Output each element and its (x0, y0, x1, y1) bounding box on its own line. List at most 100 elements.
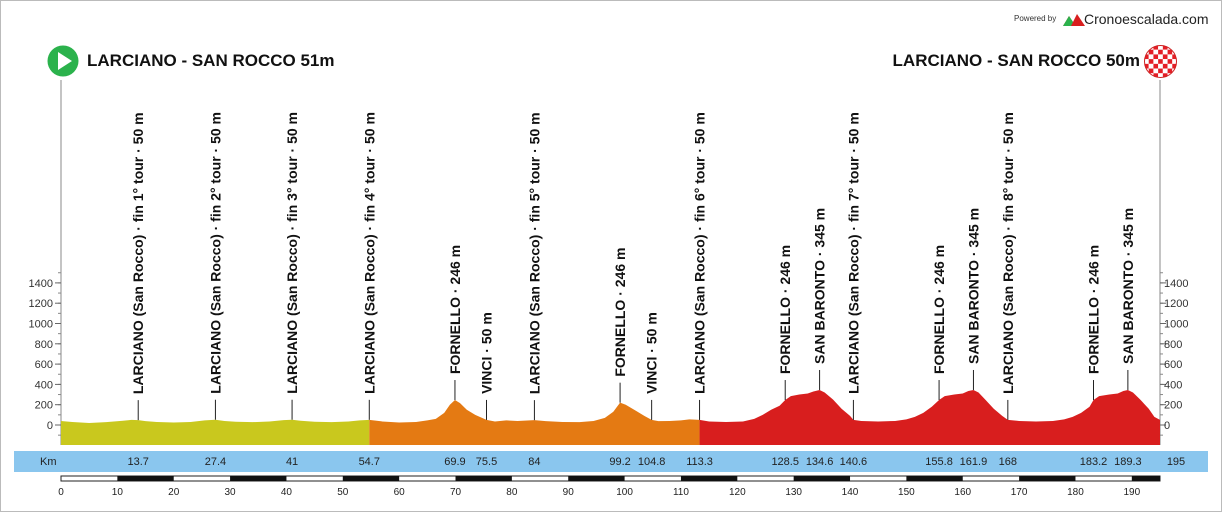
annotation-label: LARCIANO (San Rocco) · fin 8° tour · 50 … (1000, 112, 1016, 394)
checker-square (1162, 45, 1168, 50)
checker-square (1144, 59, 1149, 64)
y-tick-label-left: 1200 (29, 298, 53, 310)
profile-segment-3 (699, 389, 1160, 445)
y-tick-label-left: 1400 (29, 278, 53, 290)
brand-mountain-icon (1063, 14, 1085, 26)
checker-square (1148, 49, 1154, 55)
km-point-label: 195 (1167, 456, 1185, 468)
checker-square (1162, 54, 1168, 60)
km-point-label: 183.2 (1080, 456, 1108, 468)
y-tick-label-left: 200 (35, 400, 53, 412)
checker-square (1172, 54, 1177, 60)
km-point-label: 134.6 (806, 456, 834, 468)
checker-square (1167, 63, 1173, 69)
annotation-label: SAN BARONTO · 345 m (1120, 208, 1136, 364)
km-band-label: Km (40, 456, 57, 468)
checker-square (1172, 59, 1177, 64)
checker-square (1153, 49, 1159, 55)
annotation-label: FORNELLO · 246 m (1085, 245, 1101, 374)
checker-square (1162, 63, 1168, 69)
checker-square (1153, 63, 1159, 69)
scale-bar-block (793, 476, 851, 481)
checker-square (1153, 59, 1159, 64)
y-tick-label-right: 0 (1164, 420, 1170, 432)
km-point-label: 189.3 (1114, 456, 1142, 468)
scale-bar-block (342, 476, 400, 481)
x-tick-label: 120 (729, 487, 746, 498)
checker-square (1144, 73, 1149, 78)
y-tick-label-right: 400 (1164, 379, 1182, 391)
finish-title: LARCIANO - SAN ROCCO 50m (892, 51, 1140, 70)
brand-logo-text[interactable]: Cronoescalada.com (1084, 11, 1209, 27)
checker-square (1158, 59, 1163, 64)
x-tick-label: 130 (785, 487, 802, 498)
checker-square (1162, 49, 1168, 55)
x-tick-label: 80 (506, 487, 518, 498)
y-tick-label-left: 0 (47, 420, 53, 432)
y-tick-label-left: 400 (35, 379, 53, 391)
x-tick-label: 170 (1011, 487, 1028, 498)
y-tick-label-right: 600 (1164, 359, 1182, 371)
powered-by-label: Powered by (1014, 14, 1057, 23)
y-tick-label-right: 1200 (1164, 298, 1188, 310)
scale-bar-block (568, 476, 625, 481)
checker-square (1172, 45, 1177, 50)
annotation-label: FORNELLO · 246 m (777, 245, 793, 374)
km-point-label: 75.5 (476, 456, 497, 468)
x-tick-label: 40 (281, 487, 293, 498)
checker-square (1144, 45, 1149, 50)
km-point-label: 113.3 (686, 456, 713, 468)
km-band (14, 451, 1208, 472)
y-tick-label-left: 600 (35, 359, 53, 371)
km-point-label: 27.4 (205, 456, 226, 468)
checker-square (1162, 73, 1168, 78)
annotation-label: FORNELLO · 246 m (612, 248, 628, 377)
checker-square (1172, 73, 1177, 78)
annotation-label: SAN BARONTO · 345 m (965, 208, 981, 364)
km-point-label: 155.8 (925, 456, 953, 468)
annotation-label: LARCIANO (San Rocco) · fin 5° tour · 50 … (526, 112, 542, 394)
checker-square (1148, 63, 1154, 69)
km-point-label: 69.9 (444, 456, 465, 468)
x-tick-label: 190 (1123, 487, 1140, 498)
x-tick-label: 140 (842, 487, 859, 498)
checker-square (1158, 63, 1163, 69)
y-tick-label-right: 200 (1164, 400, 1182, 412)
checker-square (1162, 59, 1168, 64)
checker-square (1153, 68, 1159, 74)
checker-square (1144, 54, 1149, 60)
checker-square (1153, 45, 1159, 50)
x-tick-label: 60 (394, 487, 406, 498)
y-tick-label-right: 1000 (1164, 319, 1188, 331)
x-tick-label: 180 (1067, 487, 1084, 498)
checker-square (1162, 68, 1168, 74)
annotation-label: LARCIANO (San Rocco) · fin 6° tour · 50 … (692, 112, 708, 394)
x-tick-label: 0 (58, 487, 64, 498)
x-tick-label: 70 (450, 487, 462, 498)
km-point-label: 168 (999, 456, 1017, 468)
checker-square (1172, 63, 1177, 69)
y-tick-label-right: 800 (1164, 339, 1182, 351)
annotation-label: SAN BARONTO · 345 m (812, 208, 828, 364)
checker-square (1167, 68, 1173, 74)
checker-square (1158, 68, 1163, 74)
profile-segment-2 (369, 400, 700, 445)
annotation-label: FORNELLO · 246 m (931, 245, 947, 374)
x-tick-label: 150 (898, 487, 915, 498)
start-flag-icon (47, 45, 79, 77)
start-title: LARCIANO - SAN ROCCO 51m (87, 51, 335, 70)
checker-square (1148, 68, 1154, 74)
checker-square (1158, 54, 1163, 60)
checker-square (1144, 63, 1149, 69)
km-point-label: 128.5 (771, 456, 799, 468)
annotation-label: FORNELLO · 246 m (447, 245, 463, 374)
checker-square (1158, 49, 1163, 55)
checker-square (1148, 59, 1154, 64)
checker-square (1167, 49, 1173, 55)
y-tick-label-left: 800 (35, 339, 53, 351)
checker-square (1158, 73, 1163, 78)
scale-bar-block (1131, 476, 1160, 481)
annotation-label: LARCIANO (San Rocco) · fin 1° tour · 50 … (130, 112, 146, 394)
scale-bar-block (1019, 476, 1076, 481)
